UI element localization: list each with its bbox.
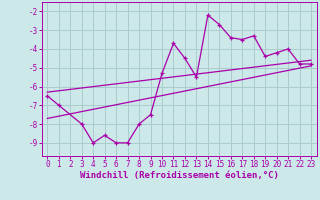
X-axis label: Windchill (Refroidissement éolien,°C): Windchill (Refroidissement éolien,°C) — [80, 171, 279, 180]
